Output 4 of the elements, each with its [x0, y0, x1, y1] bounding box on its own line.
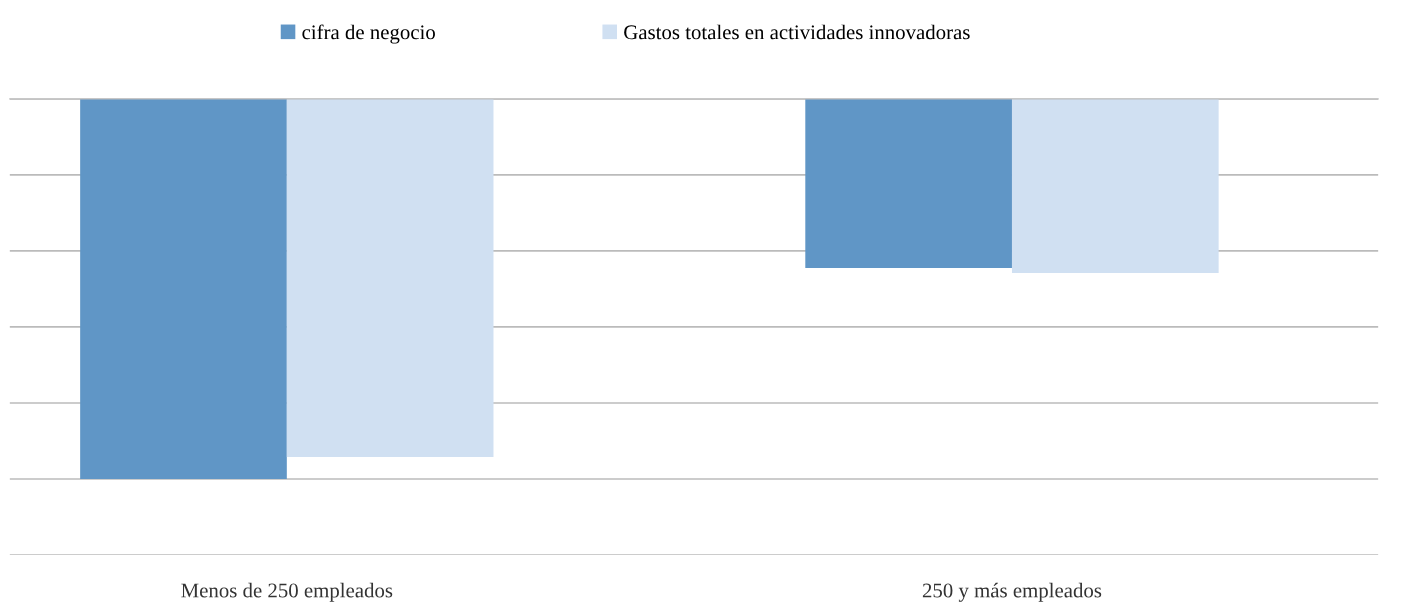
x-tick-label: Menos de 250 empleados	[181, 582, 393, 602]
legend-label: Gastos totales en actividades innovadoras	[624, 24, 970, 40]
x-tick-label: 250 y más empleados	[922, 582, 1102, 602]
legend-label: cifra de negocio	[302, 24, 435, 44]
